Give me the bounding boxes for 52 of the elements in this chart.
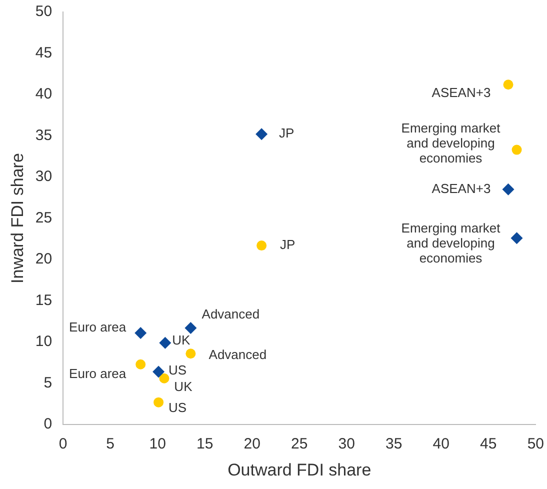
annotation: Advanced [208,347,267,362]
y-tick-label: 35 [35,126,52,144]
y-tick-label: 25 [35,209,52,226]
x-tick-label: 30 [338,436,355,453]
point [136,359,146,370]
annotation: Advanced [202,306,260,322]
point [186,348,196,359]
point [134,327,147,340]
point [159,373,170,384]
x-tick-label: 10 [149,436,166,453]
annotation: ASEAN+3 [432,180,491,196]
annotation: Euro area [69,366,127,381]
point [159,336,172,349]
annotation: UK [172,332,191,348]
x-tick-label: 20 [244,436,260,453]
y-tick-label: 45 [35,44,52,62]
point [184,322,197,334]
point [256,128,268,140]
point [256,240,267,251]
annotation: ASEAN+3 [432,85,491,100]
annotation: Emerging market and developing economies [401,120,501,166]
annotation: US [168,400,187,415]
y-tick-label: 20 [35,250,52,268]
y-tick-label: 10 [35,333,52,350]
y-tick-label: 5 [44,374,52,392]
y-tick-label: 40 [35,86,52,103]
x-tick-label: 15 [196,436,214,453]
point [503,80,514,90]
x-tick-label: 50 [527,436,544,453]
y-axis-title: Inward FDI share [8,153,27,284]
point [502,183,514,196]
x-tick-label: 45 [480,436,497,453]
x-tick-label: 25 [291,436,308,453]
x-axis-title: Outward FDI share [228,460,372,480]
x-tick-label: 40 [432,436,450,453]
y-tick-label: 30 [35,168,52,186]
annotation: Euro area [69,320,127,335]
annotation: US [168,362,187,378]
y-tick-label: 0 [44,416,52,433]
y-tick-label: 15 [35,292,52,309]
x-tick-label: 5 [106,436,115,453]
annotation: JP [280,237,296,252]
x-tick-label: 0 [58,436,68,453]
x-tick-label: 35 [386,436,402,453]
annotation: Emerging market and developing economies [401,220,501,266]
annotation: UK [174,378,193,394]
point [154,397,164,408]
annotation: JP [278,126,294,141]
point [510,232,523,244]
y-tick-label: 50 [35,3,52,20]
point [512,144,522,155]
point [152,366,165,378]
